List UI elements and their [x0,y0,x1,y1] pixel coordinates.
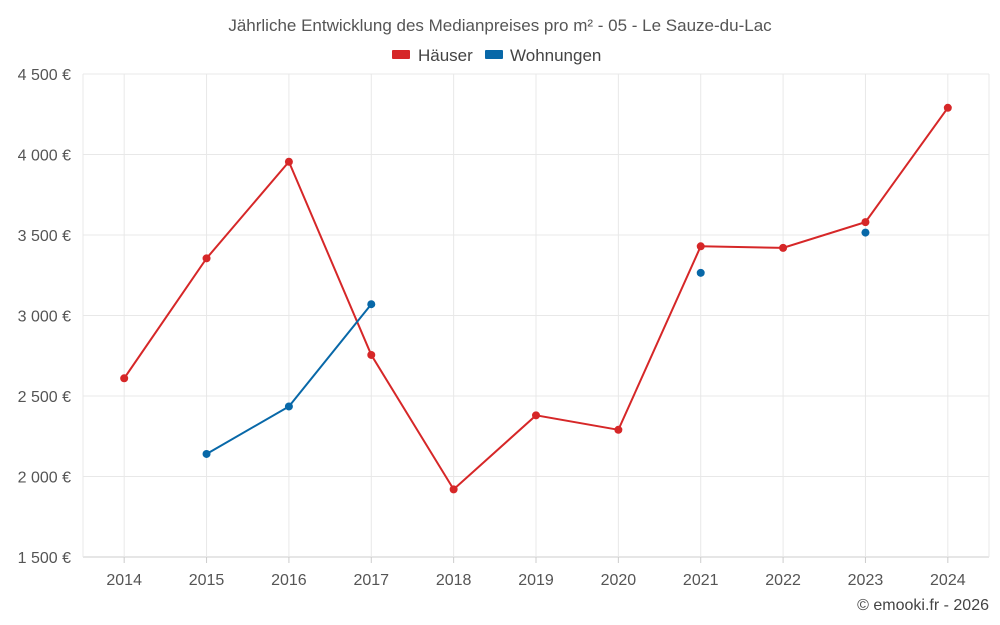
legend-swatch-wohnungen [485,50,503,59]
y-tick-label: 2 500 € [18,389,71,406]
data-point-haeuser-2015[interactable] [202,254,211,263]
x-tick-label: 2021 [683,572,719,589]
legend: Häuser Wohnungen [392,46,601,65]
x-tick-label: 2022 [765,572,801,589]
legend-item-haeuser[interactable]: Häuser [392,46,473,65]
y-tick-label: 4 500 € [18,67,71,84]
data-point-haeuser-2023[interactable] [861,218,870,227]
legend-label-haeuser: Häuser [418,46,473,65]
legend-item-wohnungen[interactable]: Wohnungen [485,46,601,65]
data-point-haeuser-2019[interactable] [532,411,540,420]
y-tick-label: 3 500 € [18,228,71,245]
data-point-haeuser-2018[interactable] [449,485,458,494]
axes: 1 500 € 2 000 € 2 500 € 3 000 € 3 500 € 4 000… [18,67,966,589]
series [120,103,952,494]
legend-label-wohnungen: Wohnungen [510,46,601,65]
y-tick-label: 3 000 € [18,309,71,326]
data-point-wohnungen-2023[interactable] [861,228,870,237]
credit: © emooki.fr - 2026 [857,597,989,614]
x-tick-label: 2023 [848,572,884,589]
data-point-wohnungen-2016[interactable] [284,402,293,411]
data-point-haeuser-2016[interactable] [284,157,293,166]
series-haeuser [120,103,952,494]
data-point-haeuser-2020[interactable] [614,425,623,434]
data-point-haeuser-2014[interactable] [120,374,129,383]
x-tick-label: 2020 [601,572,637,589]
series-wohnungen [202,228,870,458]
data-point-haeuser-2024[interactable] [943,103,952,112]
gridlines [82,73,990,558]
data-point-wohnungen-2021[interactable] [696,268,705,277]
legend-swatch-haeuser [392,50,410,59]
data-point-haeuser-2017[interactable] [367,350,376,359]
data-point-haeuser-2022[interactable] [779,243,788,252]
y-tick-label: 2 000 € [18,470,71,487]
x-tick-label: 2018 [436,572,472,589]
data-point-wohnungen-2015[interactable] [202,449,211,458]
x-tick-label: 2017 [353,572,389,589]
x-tick-label: 2016 [271,572,307,589]
x-tick-label: 2024 [930,572,966,589]
y-tick-label: 4 000 € [18,148,71,165]
x-tick-label: 2015 [189,572,225,589]
data-point-haeuser-2021[interactable] [696,242,705,251]
data-point-wohnungen-2017[interactable] [367,300,376,309]
x-tick-label: 2019 [518,572,554,589]
x-tick-label: 2014 [106,572,142,589]
y-tick-label: 1 500 € [18,550,71,567]
chart-title: Jährliche Entwicklung des Medianpreises … [228,16,772,35]
